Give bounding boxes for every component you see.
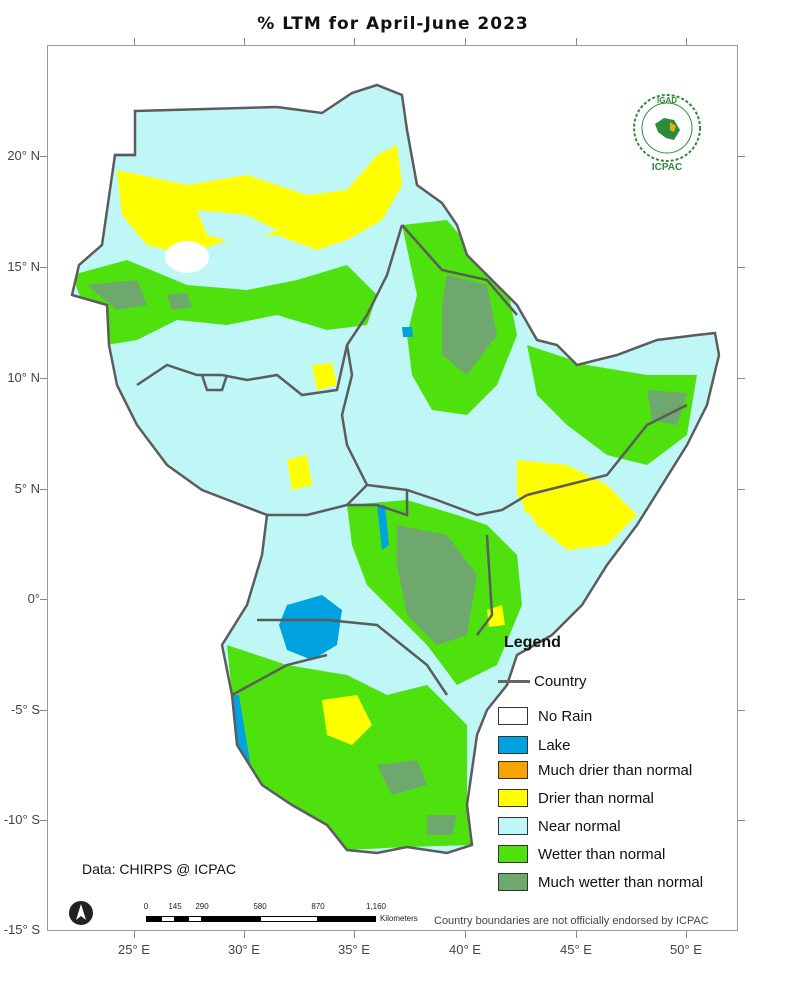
- disclaimer: Country boundaries are not officially en…: [434, 915, 709, 927]
- legend-swatch-drier: [498, 789, 528, 807]
- legend-country: Country: [498, 670, 587, 692]
- legend-label: Wetter than normal: [538, 845, 666, 863]
- scale-tick-label: 1,160: [365, 902, 387, 911]
- scale-tick-label: 290: [195, 902, 209, 911]
- scale-tick-label: 580: [253, 902, 267, 911]
- lon-label-30e: 30° E: [228, 942, 260, 957]
- scale-unit: Kilometers: [380, 914, 418, 923]
- legend-swatch-much-wetter: [498, 873, 528, 891]
- lat-label-10s: -10° S: [3, 812, 40, 827]
- lat-label-15s: -15° S: [3, 922, 40, 937]
- country-boundaries: [115, 153, 688, 697]
- legend-swatch-lake: [498, 736, 528, 754]
- legend-item: Near normal: [498, 815, 621, 837]
- scale-tick-label: 145: [168, 902, 182, 911]
- legend-label: Near normal: [538, 817, 621, 835]
- lon-label-45e: 45° E: [560, 942, 592, 957]
- data-credit: Data: CHIRPS @ ICPAC: [82, 861, 236, 877]
- legend-item: No Rain: [498, 705, 592, 727]
- lon-label-50e: 50° E: [670, 942, 702, 957]
- region-outline: [70, 83, 721, 855]
- lat-label-5s: -5° S: [10, 702, 40, 717]
- lon-label-35e: 35° E: [338, 942, 370, 957]
- lat-label-5n: 5° N: [14, 481, 40, 496]
- legend-item: Much drier than normal: [498, 759, 692, 781]
- legend-swatch-near-normal: [498, 817, 528, 835]
- lat-label-0: 0°: [27, 591, 40, 606]
- rainfall-map: [70, 83, 721, 855]
- lon-label-40e: 40° E: [449, 942, 481, 957]
- country-line-swatch: [498, 679, 530, 683]
- legend-swatch-no-rain: [498, 707, 528, 725]
- lon-label-25e: 25° E: [118, 942, 150, 957]
- map-title: % LTM for April-June 2023: [257, 14, 529, 34]
- logo-top-text: IGAD: [657, 96, 677, 105]
- scale-tick-label: 870: [311, 902, 325, 911]
- logo-bottom-text: ICPAC: [651, 162, 683, 173]
- legend-label: Much wetter than normal: [538, 873, 704, 891]
- legend-swatch-much-drier: [498, 761, 528, 779]
- north-arrow-icon: [68, 900, 94, 926]
- igad-icpac-logo: IGAD ICPAC: [630, 90, 704, 176]
- legend-title: Legend: [504, 634, 561, 651]
- legend-item: Much wetter than normal: [498, 871, 703, 893]
- scale-bar: 0 145 290 580 870 1,160 Kilometers: [140, 902, 440, 930]
- legend-label: Drier than normal: [538, 789, 654, 807]
- scale-tick-label: 0: [143, 902, 149, 911]
- lat-label-20n: 20° N: [7, 148, 40, 163]
- legend-item: Lake: [498, 734, 571, 756]
- lat-label-15n: 15° N: [7, 259, 40, 274]
- legend-country-label: Country: [534, 672, 587, 690]
- legend-swatch-wetter: [498, 845, 528, 863]
- legend-label: Lake: [538, 736, 571, 754]
- legend-label: Much drier than normal: [538, 761, 693, 779]
- legend-item: Wetter than normal: [498, 843, 665, 865]
- legend-item: Drier than normal: [498, 787, 654, 809]
- legend-label: No Rain: [538, 707, 593, 725]
- lat-label-10n: 10° N: [7, 370, 40, 385]
